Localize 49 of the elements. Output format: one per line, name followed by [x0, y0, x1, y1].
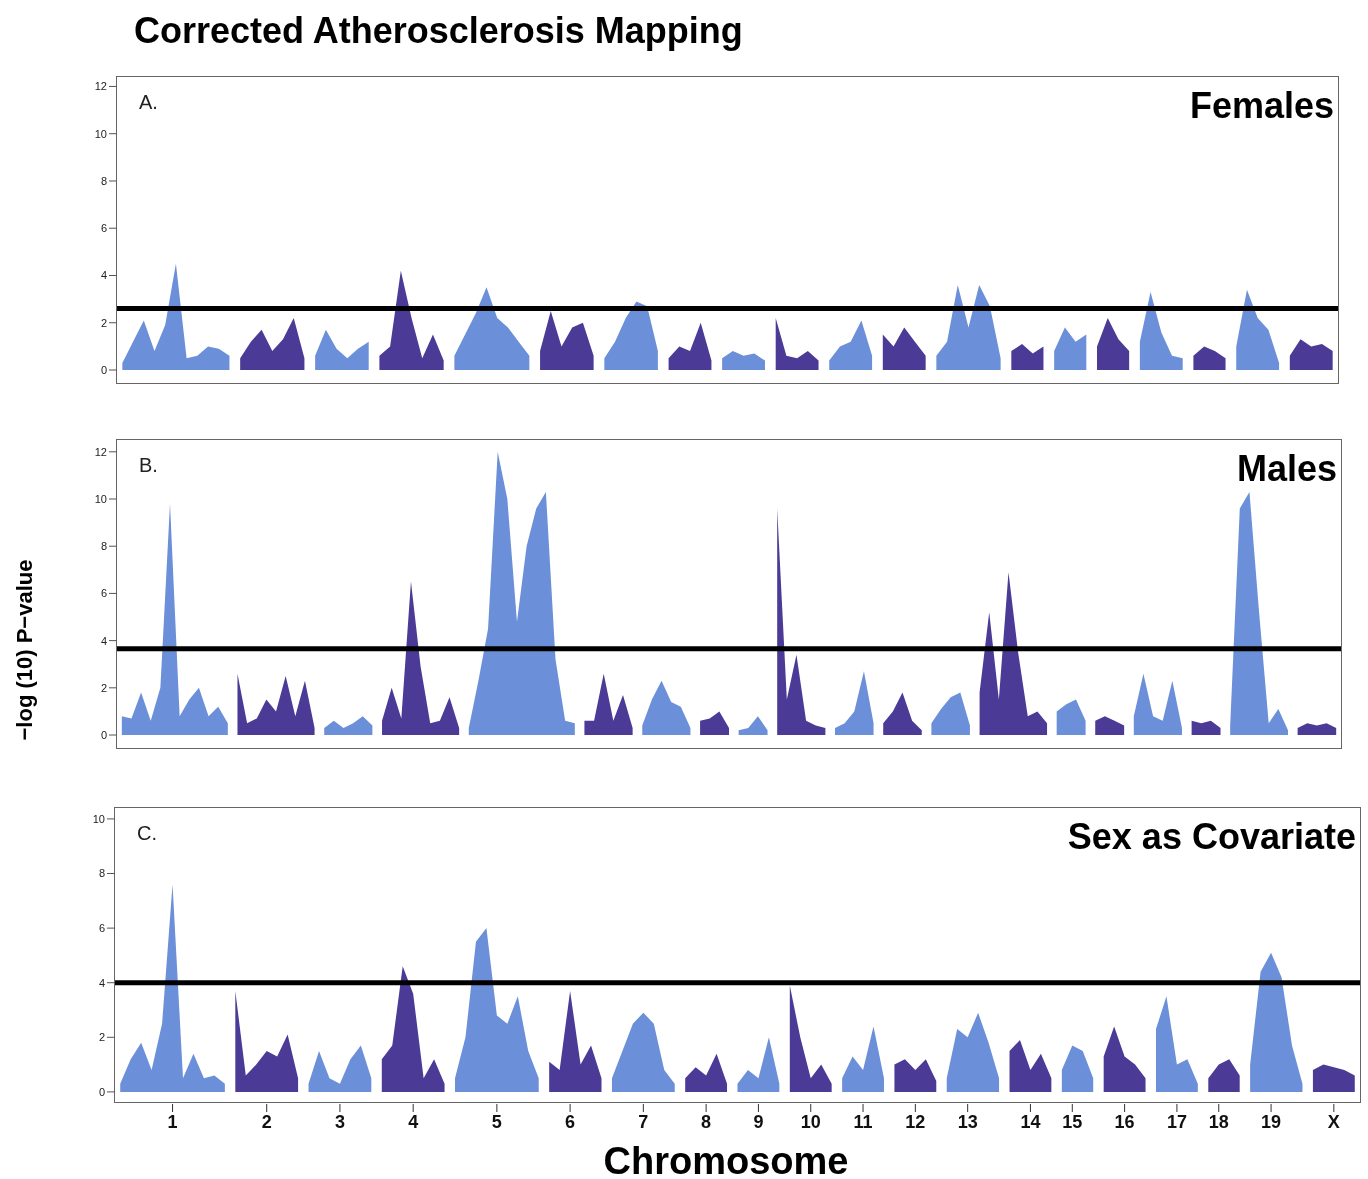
x-tick-label: 5 — [491, 1112, 502, 1132]
y-tick-label: 4 — [100, 634, 107, 647]
x-tick-label: 6 — [565, 1112, 576, 1132]
y-tick-label: 6 — [98, 922, 105, 935]
y-tick-label: 0 — [100, 728, 107, 741]
y-tick-label: 10 — [92, 812, 105, 825]
annotation: B. — [139, 454, 158, 477]
x-tick-label: 4 — [408, 1112, 419, 1132]
chart-subtitle: Males — [1236, 448, 1337, 490]
x-tick-label: 3 — [334, 1112, 345, 1132]
x-tick-label: 15 — [1062, 1112, 1083, 1132]
x-tick-label: 11 — [853, 1112, 873, 1132]
x-tick-label: 12 — [905, 1112, 926, 1132]
x-tick-label: 19 — [1261, 1112, 1282, 1132]
x-tick-label: 7 — [638, 1112, 649, 1132]
x-tick-label: 13 — [957, 1112, 978, 1132]
y-tick-label: 12 — [94, 445, 107, 458]
x-tick-label: 16 — [1114, 1112, 1135, 1132]
y-tick-label: 2 — [100, 316, 107, 329]
y-tick-label: 8 — [100, 174, 107, 187]
y-tick-label: 4 — [100, 269, 107, 282]
annotation: C. — [137, 822, 157, 845]
y-tick-label: 10 — [94, 127, 107, 140]
x-tick-label: 8 — [701, 1112, 712, 1132]
x-tick-label: 10 — [800, 1112, 821, 1132]
y-tick-label: 8 — [100, 540, 107, 553]
x-tick-label: 9 — [753, 1112, 764, 1132]
chart-subtitle: Females — [1189, 85, 1334, 127]
y-tick-label: 6 — [100, 222, 107, 235]
chart-subtitle: Sex as Covariate — [1067, 816, 1356, 858]
y-tick-label: 2 — [100, 681, 107, 694]
x-tick-label: 17 — [1166, 1112, 1187, 1132]
y-tick-label: 8 — [98, 867, 105, 880]
y-tick-label: 6 — [100, 587, 107, 600]
y-tick-label: 0 — [100, 363, 107, 376]
x-tick-label: 2 — [261, 1112, 272, 1132]
y-axis-title: −log (10) P−value — [12, 559, 38, 741]
x-tick-label: 14 — [1020, 1112, 1041, 1132]
annotation: A. — [139, 91, 158, 114]
y-tick-label: 4 — [98, 976, 105, 989]
x-tick-label: 18 — [1208, 1112, 1229, 1132]
y-tick-label: 12 — [94, 80, 107, 93]
y-tick-label: 10 — [94, 492, 107, 505]
x-tick-label: 1 — [167, 1112, 178, 1132]
x-axis-title: Chromosome — [603, 1140, 849, 1179]
x-tick-label: X — [1327, 1112, 1340, 1132]
chart-title: Corrected Atherosclerosis Mapping — [134, 10, 743, 52]
y-tick-label: 2 — [98, 1031, 105, 1044]
y-tick-label: 0 — [98, 1085, 105, 1098]
